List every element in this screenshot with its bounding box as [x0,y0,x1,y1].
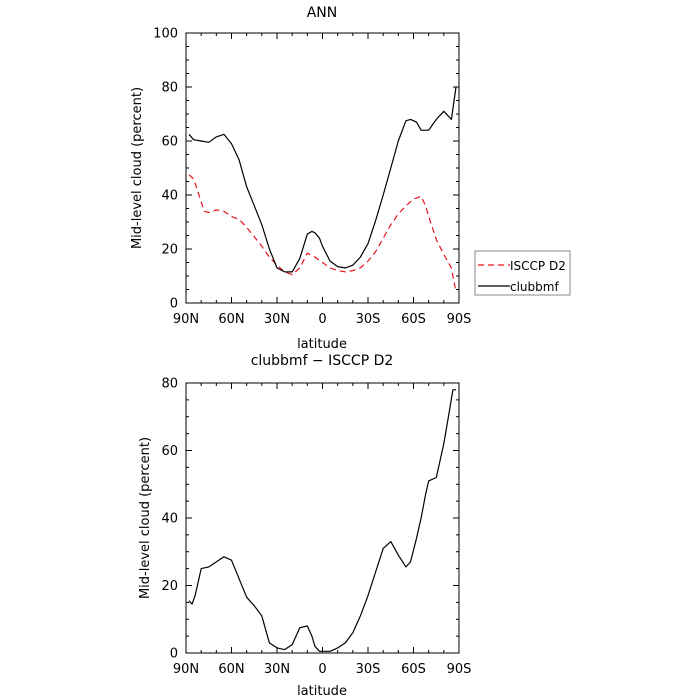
y-tick-label: 100 [153,27,178,42]
y-axis-label: Mid-level cloud (percent) [130,87,145,249]
legend-label-isccp: ISCCP D2 [510,259,566,273]
x-tick-label: 30N [264,662,290,677]
bottom-panel: clubbmf − ISCCP D2 latitude Mid-level cl… [138,353,471,699]
x-tick-label: 90S [447,312,472,327]
y-tick-label: 40 [161,189,178,204]
x-axis-label: latitude [297,337,347,352]
legend: ISCCP D2 clubbmf [474,250,571,296]
y-tick-label: 20 [161,579,178,594]
y-tick-label: 80 [161,81,178,96]
x-axis-label: latitude [297,684,347,699]
plot-frame [185,382,460,654]
y-tick-label: 0 [170,647,178,662]
y-tick-label: 40 [161,512,178,527]
x-tick-label: 90N [173,312,199,327]
x-tick-label: 90N [173,662,199,677]
legend-label-clubbmf: clubbmf [510,280,559,294]
y-tick-label: 80 [161,377,178,392]
x-tick-label: 90S [447,662,472,677]
x-tick-label: 60S [401,312,426,327]
x-tick-label: 30S [356,662,381,677]
x-tick-label: 30N [264,312,290,327]
y-tick-label: 60 [161,444,178,459]
x-tick-label: 0 [318,662,326,677]
x-tick-label: 30S [356,312,381,327]
y-tick-label: 0 [170,297,178,312]
series-line-1-0 [188,389,456,652]
chart-title: clubbmf − ISCCP D2 [251,353,394,369]
top-panel: ANN latitude Mid-level cloud (percent) I… [130,5,571,352]
chart-title: ANN [307,5,338,21]
y-tick-label: 60 [161,135,178,150]
x-tick-label: 60S [401,662,426,677]
y-tick-label: 20 [161,243,178,258]
x-tick-label: 0 [318,312,326,327]
x-tick-label: 60N [218,312,244,327]
series-line-0-1 [188,86,457,273]
series-line-0-0 [188,174,457,293]
legend-box [474,250,571,296]
y-axis-label: Mid-level cloud (percent) [138,437,153,599]
x-tick-label: 60N [218,662,244,677]
